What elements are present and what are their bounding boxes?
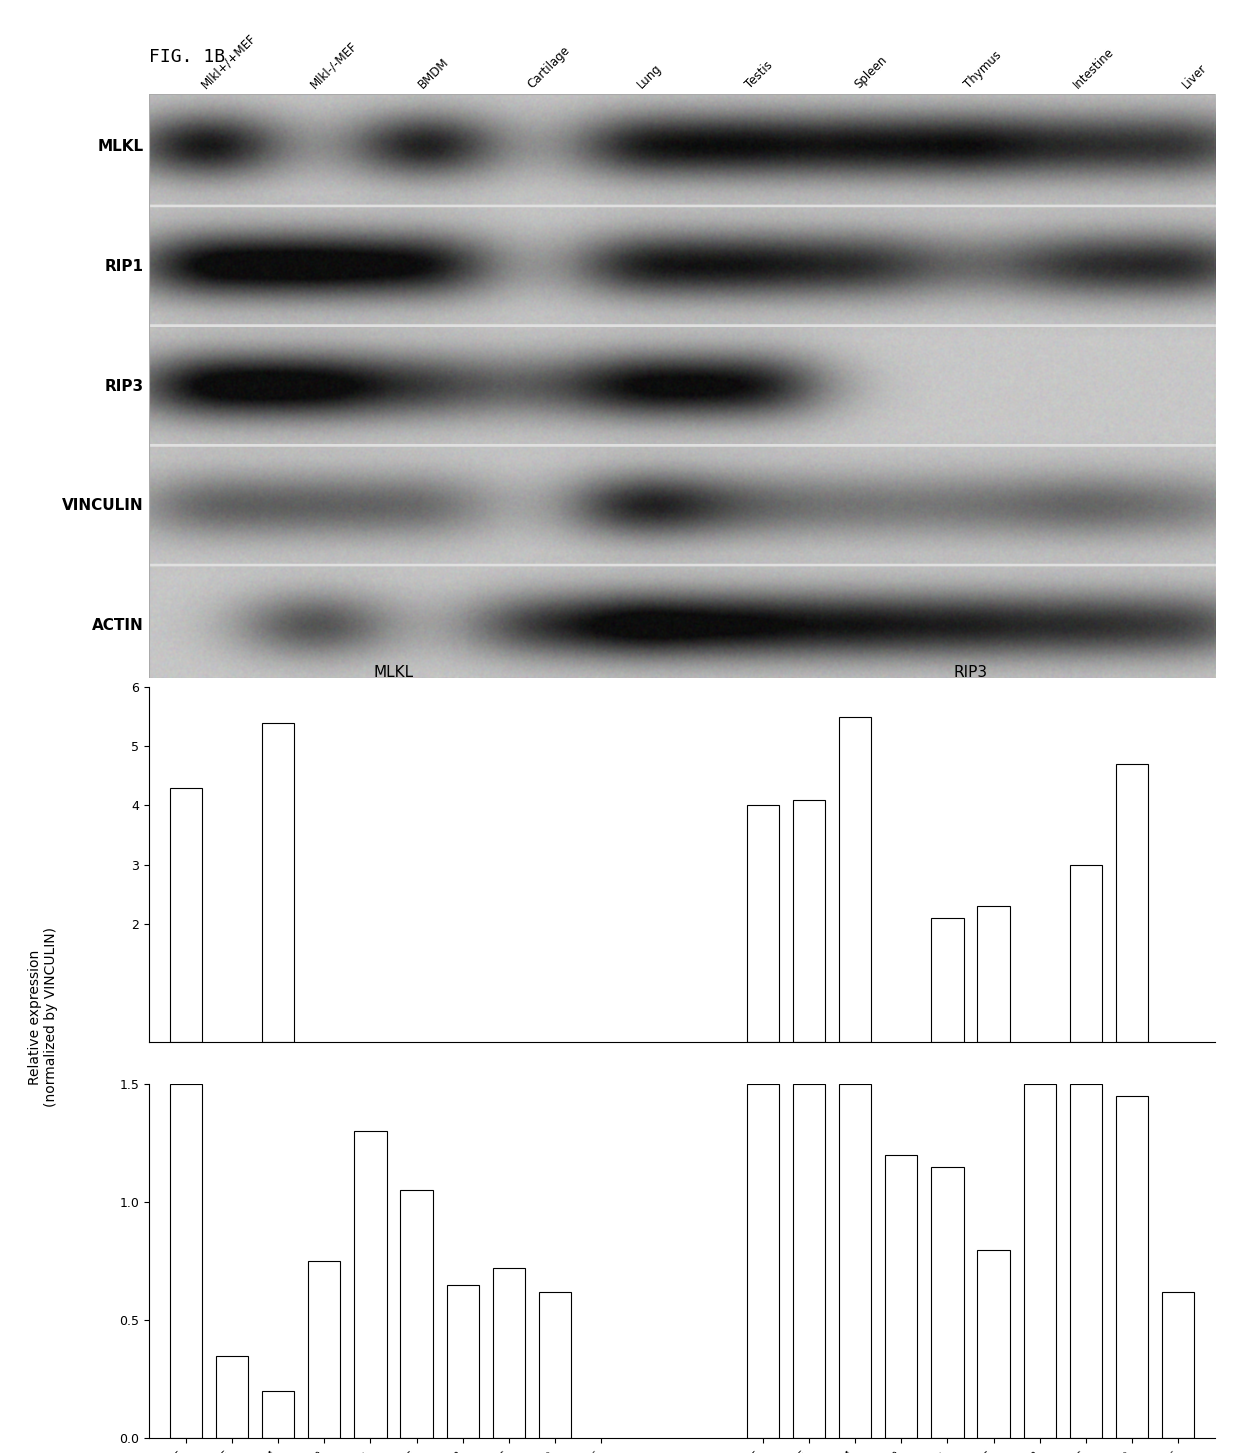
Bar [792,799,825,1042]
Bar [216,1356,248,1438]
Text: FIG. 1B: FIG. 1B [149,48,224,65]
Bar [1116,1096,1148,1438]
Bar [401,1190,433,1438]
Bar [977,1250,1009,1438]
Text: Mlkl+/+MEF: Mlkl+/+MEF [198,31,258,92]
Text: Relative expression
(normalized by VINCULIN): Relative expression (normalized by VINCU… [29,927,58,1107]
Bar [1116,764,1148,1042]
Bar [746,805,779,1042]
Bar [839,1084,872,1438]
Bar [262,1391,294,1438]
Bar [931,1167,963,1438]
Text: MLKL: MLKL [98,139,144,154]
Text: VINCULIN: VINCULIN [62,498,144,513]
Bar [262,722,294,1042]
Bar [792,1084,825,1438]
Bar [308,1261,341,1438]
Bar [1070,865,1102,1042]
Text: Thymus: Thymus [961,49,1003,92]
Text: Mlkl-/-MEF: Mlkl-/-MEF [308,39,360,92]
Text: Testis: Testis [743,58,776,92]
Bar [492,1268,525,1438]
Bar [1023,1084,1056,1438]
Bar [839,716,872,1042]
Text: Lung: Lung [635,61,663,92]
Bar [355,1132,387,1438]
Bar [931,918,963,1042]
Bar [539,1292,572,1438]
Text: MLKL: MLKL [373,665,413,680]
Bar [1070,1084,1102,1438]
Text: Liver: Liver [1179,61,1209,92]
Text: BMDM: BMDM [417,55,453,92]
Bar [746,1084,779,1438]
Text: RIP3: RIP3 [954,665,987,680]
Text: RIP1: RIP1 [104,259,144,273]
Bar [885,1155,918,1438]
Text: Cartilage: Cartilage [526,44,573,92]
Bar [170,788,202,1042]
Bar [1162,1292,1194,1438]
Bar [977,905,1009,1042]
Text: ACTIN: ACTIN [92,618,144,634]
Bar [170,1084,202,1438]
Bar [446,1284,479,1438]
Text: RIP3: RIP3 [104,379,144,394]
Text: Intestine: Intestine [1070,45,1116,92]
Text: Spleen: Spleen [852,54,890,92]
